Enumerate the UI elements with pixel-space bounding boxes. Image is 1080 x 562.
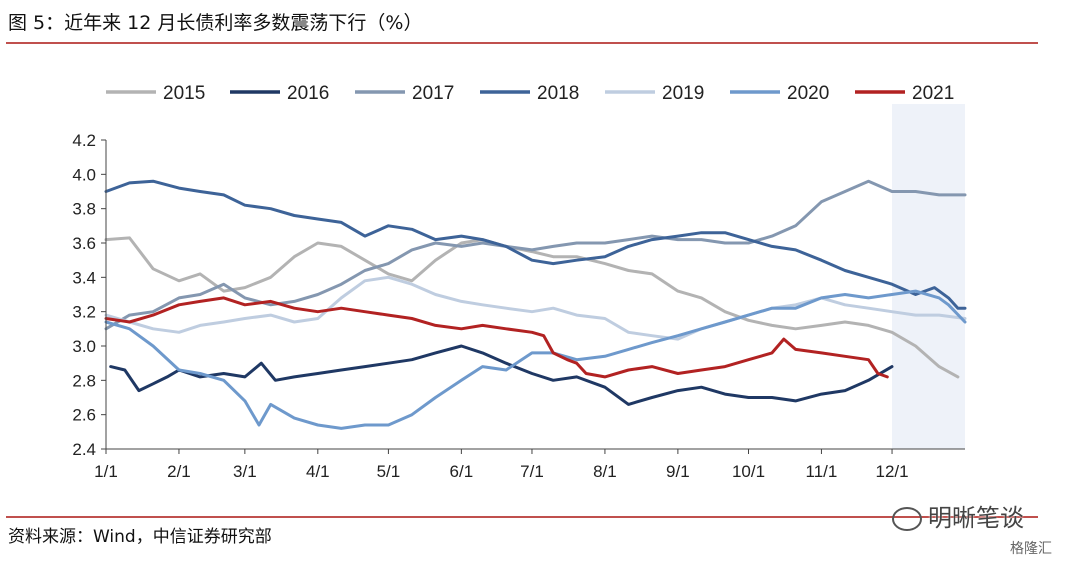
y-tick-label: 2.6: [72, 406, 96, 425]
series-line-2018: [104, 179, 967, 310]
x-tick-label: 9/1: [666, 462, 690, 481]
series-line-2021: [104, 296, 889, 379]
wechat-icon: [892, 507, 922, 531]
series-line-2016: [109, 344, 894, 406]
legend-label-2017: 2017: [412, 83, 454, 104]
x-tick-labels: 1/1 2/1 3/1 4/1 5/1 6/1 7/1 8/1 9/1 10/1 11/1 12/1: [94, 449, 909, 481]
x-tick-label: 1/1: [94, 462, 118, 481]
x-tick-label: 5/1: [377, 462, 401, 481]
y-tick-label: 2.4: [72, 440, 96, 459]
watermark-secondary: 格隆汇: [1010, 541, 1052, 557]
y-tick-label: 3.4: [72, 268, 96, 287]
december-highlight-band: [892, 104, 965, 449]
y-tick-label: 4.0: [72, 165, 96, 184]
x-tick-label: 6/1: [450, 462, 474, 481]
y-tick-labels: 2.4 2.6 2.8 3.0 3.2 3.4 3.6 3.8 4.0 4.2: [72, 131, 106, 459]
x-tick-label: 11/1: [806, 462, 838, 481]
series-line-2019: [104, 275, 967, 341]
title-divider: [6, 42, 1038, 44]
series-line-2015: [104, 236, 960, 379]
x-tick-label: 12/1: [875, 462, 908, 481]
watermark: 明晰笔谈: [892, 498, 1024, 533]
watermark-brand: 明晰笔谈: [928, 504, 1024, 532]
y-tick-label: 4.2: [72, 131, 96, 150]
series-lines: [104, 179, 967, 430]
x-tick-label: 10/1: [732, 462, 765, 481]
x-tick-label: 4/1: [306, 462, 330, 481]
y-tick-label: 3.8: [72, 200, 96, 219]
legend: 2015 2016 2017 2018 2019 2020 2021: [106, 83, 954, 104]
legend-label-2015: 2015: [163, 83, 205, 104]
legend-label-2019: 2019: [662, 83, 704, 104]
source-divider: [6, 516, 1038, 518]
y-tick-label: 3.6: [72, 234, 96, 253]
source-note: 资料来源：Wind，中信证券研究部: [8, 527, 272, 547]
y-tick-label: 2.8: [72, 371, 96, 390]
x-tick-label: 2/1: [167, 462, 191, 481]
y-tick-label: 3.2: [72, 303, 96, 322]
page-title: 图 5：近年来 12 月长债利率多数震荡下行（%）: [8, 12, 423, 34]
y-tick-label: 3.0: [72, 337, 96, 356]
x-tick-label: 8/1: [593, 462, 617, 481]
line-chart: 2.4 2.6 2.8 3.0 3.2 3.4 3.6 3.8 4.0 4.2 1/1 2/1 3/1…: [72, 83, 967, 481]
series-line-2020: [104, 289, 967, 430]
legend-label-2021: 2021: [912, 83, 954, 104]
x-tick-label: 7/1: [520, 462, 544, 481]
legend-label-2016: 2016: [287, 83, 329, 104]
legend-label-2020: 2020: [787, 83, 829, 104]
legend-label-2018: 2018: [537, 83, 579, 104]
series-line-2017: [104, 179, 967, 331]
x-tick-label: 3/1: [233, 462, 257, 481]
